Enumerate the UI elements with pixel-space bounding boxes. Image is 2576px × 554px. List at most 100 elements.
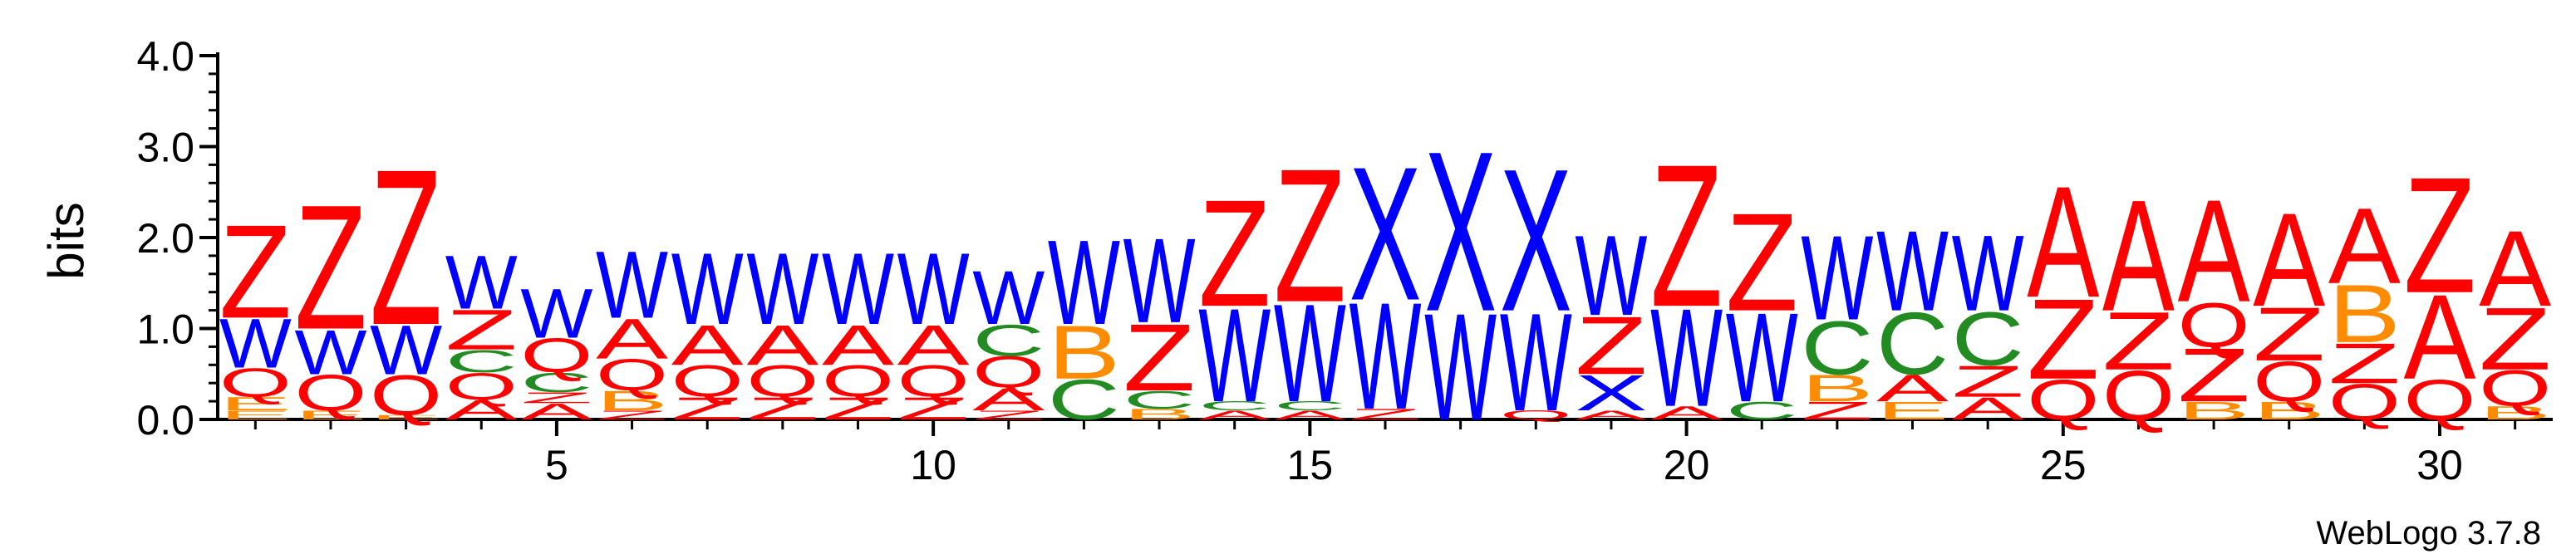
y-tick-label: 4.0 (136, 33, 194, 80)
glyph-W: W (1274, 275, 1346, 432)
glyph-Z: Z (2253, 292, 2325, 377)
glyph-C: C (1726, 396, 1798, 424)
glyph-A: A (1876, 366, 1949, 409)
glyph-Z: Z (1650, 123, 1723, 350)
logo-stacks: EEQWZEQWZEQWZAQCZWAZCQWZBQAWZQAWZQAWZQAW… (219, 103, 2552, 452)
glyph-W: W (370, 311, 442, 389)
glyph-A: A (1650, 402, 1723, 424)
glyph-C: C (445, 343, 518, 379)
glyph-Q: Q (2328, 374, 2401, 431)
glyph-E: E (1876, 397, 1949, 425)
glyph-Q: Q (2027, 368, 2099, 432)
glyph-Z: Z (1726, 184, 1798, 341)
glyph-Z: Z (2178, 333, 2250, 418)
glyph-E: E (219, 408, 292, 422)
glyph-W: W (219, 304, 292, 382)
glyph-Q: Q (1500, 408, 1572, 422)
glyph-Z: Z (2328, 331, 2401, 395)
glyph-W: W (1500, 284, 1572, 441)
glyph-Q: Q (746, 356, 819, 406)
glyph-W: W (1650, 279, 1723, 436)
glyph-C: C (1123, 385, 1196, 414)
glyph-B: B (596, 385, 668, 416)
glyph-B: B (2328, 267, 2401, 360)
glyph-B: B (2479, 402, 2551, 424)
glyph-W: W (520, 274, 592, 352)
glyph-W: W (1424, 282, 1497, 452)
y-axis-label: bits (38, 202, 94, 279)
logo-column-21: CWZ (1726, 184, 1798, 428)
logo-column-12: CBW (1048, 215, 1120, 432)
glyph-Z: Z (2102, 296, 2175, 388)
x-axis: 5 10 15 20 25 30 (216, 418, 2553, 488)
glyph-Z: Z (746, 391, 819, 427)
glyph-W: W (1123, 213, 1196, 347)
glyph-Z: Z (1123, 305, 1196, 411)
glyph-Z: Z (822, 391, 894, 427)
glyph-Q: Q (2102, 356, 2175, 434)
glyph-A: A (822, 314, 895, 378)
glyph-B: B (2178, 397, 2250, 425)
glyph-A: A (2404, 270, 2476, 404)
glyph-Q: Q (445, 365, 518, 408)
glyph-Z: Z (596, 408, 668, 422)
glyph-B: B (1801, 366, 1873, 409)
glyph-Z: Z (2479, 289, 2551, 389)
glyph-B: B (1123, 405, 1196, 422)
glyph-C: C (1274, 399, 1346, 413)
glyph-E: E (370, 414, 442, 421)
logo-column-18: QWX (1500, 127, 1572, 440)
glyph-A: A (1952, 391, 2024, 427)
logo-column-25: QZA (2027, 153, 2099, 432)
glyph-Q: Q (596, 351, 668, 400)
glyph-W: W (972, 256, 1045, 341)
glyph-W: W (671, 232, 744, 346)
glyph-W: W (1198, 280, 1271, 429)
glyph-Z: Z (520, 390, 592, 407)
glyph-A: A (2479, 208, 2551, 329)
glyph-W: W (897, 232, 970, 346)
glyph-B: B (2253, 397, 2325, 425)
glyph-W: W (445, 241, 518, 326)
logo-column-30: QAZ (2404, 142, 2476, 432)
glyph-A: A (2328, 185, 2401, 306)
glyph-W: W (1575, 212, 1647, 340)
y-tick-label: 0.0 (136, 397, 194, 444)
glyph-E: E (294, 408, 366, 422)
glyph-Q: Q (370, 363, 442, 427)
logo-column-26: QZA (2102, 167, 2175, 434)
glyph-W: W (1801, 210, 1873, 345)
glyph-X: X (1349, 127, 1421, 341)
y-tick-label: 3.0 (136, 125, 194, 171)
glyph-A: A (2102, 167, 2175, 345)
glyph-A: A (897, 314, 971, 378)
glyph-A: A (596, 307, 669, 371)
glyph-Q: Q (671, 356, 744, 406)
glyph-Q: Q (822, 356, 894, 406)
glyph-C: C (520, 367, 592, 399)
x-tick-label: 20 (1664, 442, 1710, 488)
x-tick-label: 5 (545, 442, 568, 488)
glyph-A: A (1274, 408, 1346, 422)
glyph-Z: Z (1952, 356, 2024, 406)
glyph-W: W (1876, 207, 1949, 335)
glyph-W: W (1349, 271, 1421, 441)
logo-column-16: ZWX (1349, 127, 1421, 441)
glyph-Z: Z (1198, 168, 1271, 339)
glyph-Q: Q (294, 365, 366, 422)
glyph-W: W (294, 316, 366, 388)
glyph-W: W (1726, 287, 1798, 429)
